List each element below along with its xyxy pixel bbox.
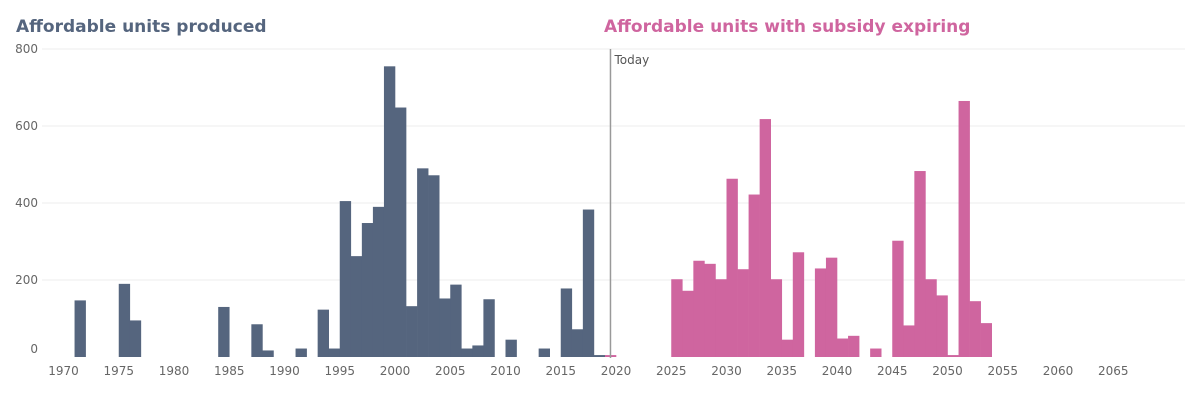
bar-1997: [361, 223, 374, 357]
bar-2027: [693, 260, 705, 357]
x-tick-label: 1975: [103, 364, 134, 378]
today-label: Today: [613, 53, 649, 67]
bar-2006: [461, 348, 473, 357]
bar-2028: [704, 263, 716, 357]
bars: [74, 66, 992, 358]
bar-2049: [936, 295, 948, 357]
x-tick-label: 1970: [48, 364, 79, 378]
bar-2000: [395, 107, 407, 358]
y-tick-label: 800: [15, 42, 38, 56]
bar-2026: [682, 290, 694, 357]
x-tick-label: 2065: [1098, 364, 1129, 378]
chart-title-expiring: Affordable units with subsidy expiring: [604, 17, 971, 37]
bar-2051: [958, 100, 970, 357]
chart-title-produced: Affordable units produced: [16, 17, 267, 37]
x-tick-label: 1980: [159, 364, 190, 378]
bar-1999: [383, 66, 396, 357]
series-produced: [74, 66, 606, 358]
bar-2040: [837, 338, 849, 357]
bar-2015: [560, 288, 573, 357]
gridlines: [42, 48, 1185, 281]
series-expiring: [604, 100, 992, 357]
x-tick-label: 1995: [324, 364, 355, 378]
bar-2046: [903, 325, 915, 357]
x-tick-label: 2000: [380, 364, 411, 378]
bar-2031: [737, 269, 749, 357]
bar-2025: [671, 279, 683, 357]
y-tick-label: 200: [15, 273, 38, 287]
x-tick-label: 1985: [214, 364, 245, 378]
bar-2018: [593, 355, 606, 357]
bar-2004: [439, 298, 451, 357]
bar-2050: [947, 355, 959, 357]
bar-2052: [969, 301, 981, 357]
bar-1976: [129, 320, 142, 357]
bar-2045: [892, 240, 904, 357]
bar-2034: [770, 279, 783, 357]
x-axis: 1970 1975 1980 1985 1990 1995 2000 2005 2010 2015…: [48, 364, 1128, 378]
bar-2017: [582, 209, 595, 357]
x-tick-label: 2020: [601, 364, 632, 378]
x-tick-label: 2035: [766, 364, 797, 378]
x-tick-label: 2030: [711, 364, 742, 378]
bar-2053: [980, 323, 992, 357]
bar-2032: [748, 194, 760, 357]
x-tick-label: 2060: [1043, 364, 1074, 378]
y-axis: 0 200 400 600 800: [15, 42, 38, 356]
bar-1994: [328, 348, 341, 357]
bar-2010: [505, 339, 517, 357]
bar-2007: [472, 345, 484, 357]
bar-2016: [571, 329, 584, 357]
bar-2013: [538, 348, 550, 357]
bar-2039: [825, 257, 838, 357]
bar-1984: [218, 306, 230, 357]
bar-1998: [372, 206, 385, 357]
bar-1991: [295, 348, 307, 357]
bar-1988: [262, 350, 274, 357]
bar-2038: [814, 268, 827, 357]
x-tick-label: 2025: [656, 364, 687, 378]
x-tick-label: 2010: [490, 364, 521, 378]
bar-2047: [914, 171, 926, 357]
y-tick-label: 400: [15, 196, 38, 210]
bar-2008: [483, 299, 495, 357]
bar-2036: [792, 252, 805, 357]
x-tick-label: 2005: [435, 364, 466, 378]
y-tick-label: 0: [30, 342, 38, 356]
x-tick-label: 2055: [987, 364, 1018, 378]
bar-2043: [870, 348, 882, 357]
bar-2035: [781, 339, 794, 357]
bar-1975: [118, 283, 131, 357]
bar-2001: [406, 306, 418, 357]
bar-2029: [715, 279, 727, 357]
x-tick-label: 2050: [932, 364, 963, 378]
bar-2033: [759, 119, 771, 357]
bar-1995: [339, 201, 352, 357]
bar-1993: [317, 309, 329, 357]
bar-2002: [417, 168, 429, 357]
bar-2030: [726, 178, 738, 357]
bar-1971: [74, 300, 86, 357]
x-tick-label: 1990: [269, 364, 300, 378]
bar-2005: [450, 284, 462, 357]
x-tick-label: 2045: [877, 364, 908, 378]
y-tick-label: 600: [15, 119, 38, 133]
bar-1987: [251, 324, 263, 357]
x-tick-label: 2015: [545, 364, 576, 378]
bar-1996: [350, 256, 363, 357]
bar-2048: [925, 279, 937, 357]
x-tick-label: 2040: [822, 364, 853, 378]
bar-2041: [848, 335, 860, 357]
today-marker: Today: [609, 49, 649, 358]
bar-2003: [428, 175, 440, 357]
